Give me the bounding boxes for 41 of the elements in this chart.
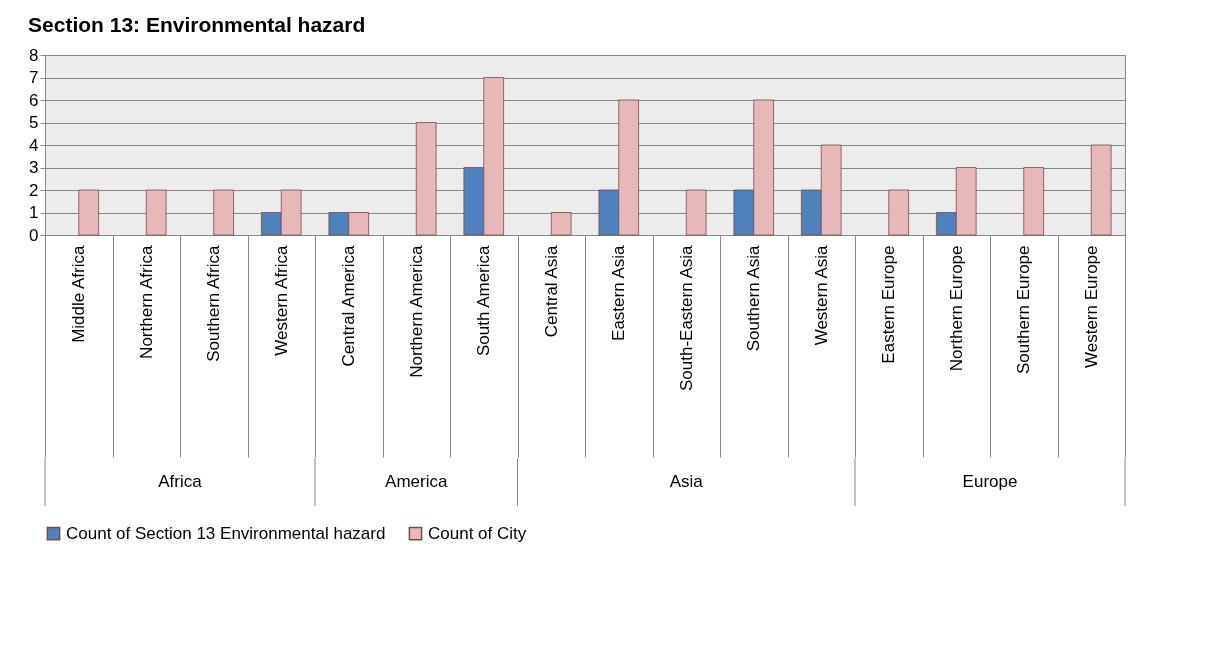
- y-tick-label: 1: [29, 203, 39, 222]
- bar: [145, 189, 167, 236]
- y-tick-label: 0: [29, 225, 39, 245]
- bar: [888, 189, 909, 236]
- y-tick-label: 2: [29, 180, 39, 200]
- bar: [415, 122, 437, 236]
- bar: [213, 189, 234, 236]
- x-tick-label: Southern Europe: [1014, 245, 1034, 375]
- text: Africa: [158, 472, 203, 491]
- y-tick-label: 6: [29, 90, 39, 110]
- x-tick-label: Middle Africa: [69, 244, 89, 343]
- bar: [1090, 144, 1112, 236]
- bar: [1023, 167, 1044, 236]
- x-tick-label: Northern America: [406, 244, 426, 378]
- y-tick-label: 8: [29, 45, 39, 65]
- x-tick-label: Northern Europe: [946, 245, 966, 372]
- x-tick-label: Western Asia: [811, 244, 831, 346]
- x-tick-label: South-Eastern Asia: [676, 244, 696, 392]
- text: Asia: [669, 472, 704, 491]
- x-tick-label: Central Asia: [541, 244, 561, 338]
- x-tick-label: Western Europe: [1081, 245, 1101, 369]
- bar: [685, 189, 707, 236]
- y-tick-label: 4: [29, 135, 39, 155]
- x-tick-label: Eastern Europe: [879, 245, 899, 364]
- text: Europe: [962, 472, 1018, 491]
- y-tick-label: 3: [29, 158, 39, 177]
- y-tick-label: 7: [29, 68, 39, 87]
- x-tick-label: Central America: [339, 244, 359, 367]
- bar: [550, 212, 572, 236]
- x-tick-label: Northern Africa: [136, 244, 156, 359]
- y-tick-label: 5: [29, 113, 39, 132]
- x-tick-label: Western Africa: [271, 244, 291, 356]
- x-tick-label: Southern Asia: [744, 244, 764, 352]
- legend-label: Count of City: [428, 523, 527, 543]
- chart-title: Section 13: Environmental hazard: [28, 12, 366, 36]
- text: America: [385, 472, 448, 491]
- bar: [78, 189, 99, 236]
- x-tick-label: Southern Africa: [204, 244, 224, 362]
- x-tick-label: Eastern Asia: [609, 244, 629, 341]
- x-tick-label: South America: [474, 244, 494, 357]
- legend-label: Count of Section 13 Environmental hazard: [66, 523, 386, 543]
